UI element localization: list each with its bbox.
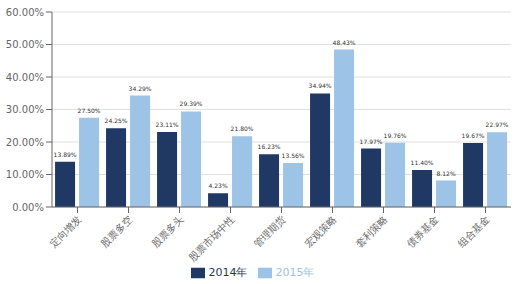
svg-text:股票市场中性: 股票市场中性	[187, 214, 237, 264]
svg-text:60.00%: 60.00%	[8, 7, 44, 18]
svg-text:29.39%: 29.39%	[180, 100, 203, 107]
svg-text:20.00%: 20.00%	[8, 137, 44, 148]
svg-text:13.56%: 13.56%	[282, 152, 305, 159]
svg-text:组合基金: 组合基金	[456, 214, 492, 250]
svg-text:24.25%: 24.25%	[105, 117, 128, 124]
svg-text:股票多头: 股票多头	[150, 214, 186, 250]
svg-text:21.80%: 21.80%	[231, 125, 254, 132]
svg-text:11.40%: 11.40%	[411, 159, 434, 166]
svg-text:19.76%: 19.76%	[384, 132, 407, 139]
svg-text:17.97%: 17.97%	[360, 138, 383, 145]
svg-text:债券基金: 债券基金	[405, 214, 441, 250]
svg-text:48.43%: 48.43%	[333, 39, 356, 46]
svg-text:股票多空: 股票多空	[99, 214, 135, 250]
svg-text:套利策略: 套利策略	[354, 214, 390, 250]
html-text:2015年: 2015年	[275, 266, 315, 279]
svg-text:宏观策略: 宏观策略	[303, 214, 339, 250]
svg-text:34.29%: 34.29%	[129, 85, 152, 92]
svg-text:定向增发: 定向增发	[48, 214, 84, 250]
html-text:2014年: 2014年	[208, 266, 248, 279]
svg-text:8.12%: 8.12%	[437, 170, 456, 177]
svg-text:10.00%: 10.00%	[8, 169, 44, 180]
svg-text:16.23%: 16.23%	[258, 143, 281, 150]
svg-text:0.00%: 0.00%	[12, 202, 44, 213]
svg-text:19.67%: 19.67%	[462, 132, 485, 139]
svg-text:22.97%: 22.97%	[486, 121, 509, 128]
svg-text:23.11%: 23.11%	[156, 121, 179, 128]
svg-text:34.94%: 34.94%	[309, 82, 332, 89]
svg-text:管理期货: 管理期货	[252, 214, 288, 250]
svg-text:13.89%: 13.89%	[54, 151, 77, 158]
svg-text:50.00%: 50.00%	[8, 39, 44, 50]
svg-text:4.23%: 4.23%	[209, 182, 228, 189]
svg-text:40.00%: 40.00%	[8, 72, 44, 83]
svg-text:27.50%: 27.50%	[78, 107, 101, 114]
svg-text:30.00%: 30.00%	[8, 104, 44, 115]
